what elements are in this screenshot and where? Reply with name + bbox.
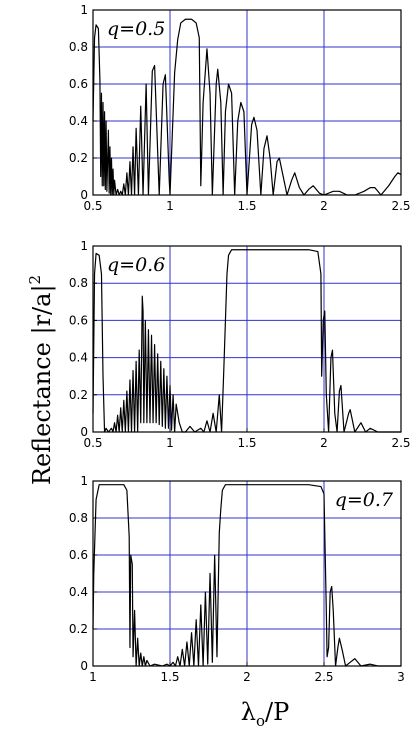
chart-panel-3: 1 1.5 2 2.5 3 0 0.2 0.4 0.6 0.8 1 q=0.7: [69, 474, 405, 684]
x-tick-label: 1: [166, 199, 174, 213]
y-tick-label: 0.4: [69, 114, 88, 128]
y-tick-label: 1: [80, 474, 88, 488]
y-tick-label: 0: [80, 188, 88, 202]
reflectance-curve: [92, 249, 401, 433]
x-tick-label: 1.5: [160, 670, 179, 684]
y-tick-label: 0.8: [69, 40, 88, 54]
y-tick-label: 1: [80, 3, 88, 17]
x-tick-label: 1: [166, 436, 174, 450]
chart-panel-2: 0.5 1 1.5 2 2.5 0 0.2 0.4 0.6 0.8 1 q=0.6: [69, 239, 411, 450]
reflectance-curve: [92, 484, 401, 667]
x-tick-label: 2: [320, 436, 328, 450]
x-tick-label: 2.5: [391, 436, 410, 450]
y-tick-label: 0.2: [69, 388, 88, 402]
y-tick-label: 0.6: [69, 313, 88, 327]
chart-panel-1: 0.5 1 1.5 2 2.5 0 0.2 0.4 0.6 0.8 1 q=0.5: [69, 3, 411, 213]
panel-label: q=0.6: [107, 254, 165, 276]
y-tick-label: 0.4: [69, 351, 88, 365]
x-tick-label: 2.5: [314, 670, 333, 684]
x-tick-label: 2: [243, 670, 251, 684]
y-tick-label: 0.8: [69, 511, 88, 525]
x-tick-label: 2.5: [391, 199, 410, 213]
y-tick-label: 0: [80, 425, 88, 439]
y-tick-label: 0: [80, 659, 88, 673]
x-tick-label: 1.5: [237, 199, 256, 213]
x-axis-label: λo/P: [241, 698, 289, 730]
y-axis-label: Reflectance |r/a|2: [26, 275, 57, 485]
y-tick-label: 0.4: [69, 585, 88, 599]
panel-label: q=0.7: [335, 489, 394, 511]
y-tick-label: 0.6: [69, 77, 88, 91]
y-tick-label: 1: [80, 239, 88, 253]
x-tick-label: 0.5: [83, 436, 102, 450]
y-tick-label: 0.6: [69, 548, 88, 562]
x-tick-label: 1: [89, 670, 97, 684]
reflectance-curve: [92, 18, 402, 196]
panel-label: q=0.5: [107, 18, 165, 40]
x-tick-label: 1.5: [237, 436, 256, 450]
x-tick-label: 0.5: [83, 199, 102, 213]
y-tick-label: 0.2: [69, 151, 88, 165]
x-tick-label: 3: [397, 670, 405, 684]
x-tick-label: 2: [320, 199, 328, 213]
y-tick-label: 0.2: [69, 622, 88, 636]
y-tick-label: 0.8: [69, 276, 88, 290]
